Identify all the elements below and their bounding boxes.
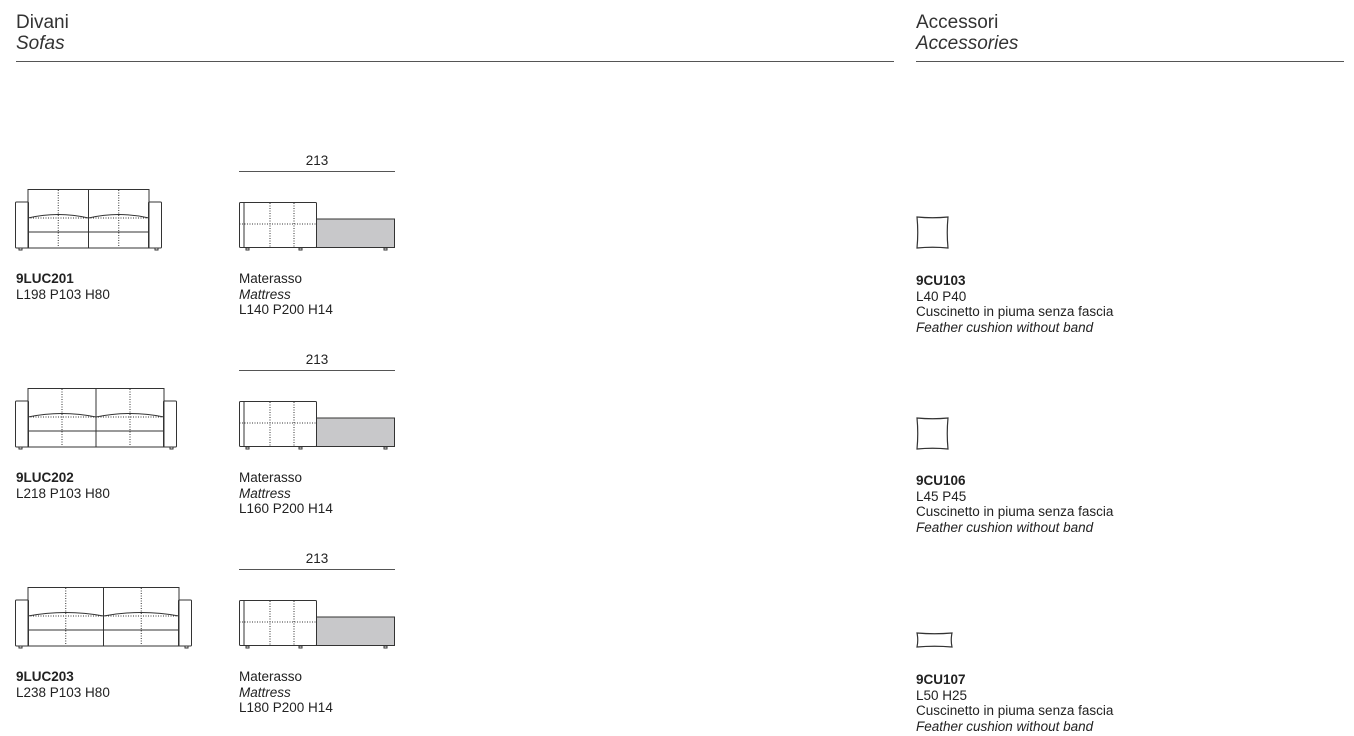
mattress-info: Materasso Mattress L180 P200 H14 bbox=[239, 669, 333, 716]
accessory-info: 9CU107 L50 H25 Cuscinetto in piuma senza f… bbox=[916, 672, 1113, 734]
mattress-label: Materasso bbox=[239, 669, 303, 684]
sofas-subtitle: Sofas bbox=[16, 33, 65, 54]
mattress-shape bbox=[316, 218, 395, 248]
accessory-code: 9CU107 bbox=[916, 672, 966, 687]
accessory-code: 9CU106 bbox=[916, 473, 966, 488]
open-length-label: 213 bbox=[305, 153, 329, 168]
accessory-desc: Cuscinetto in piuma senza fascia bbox=[916, 703, 1114, 718]
sofa-front-drawing bbox=[15, 587, 192, 649]
mattress-info: Materasso Mattress L160 P200 H14 bbox=[239, 470, 333, 517]
open-length-label: 213 bbox=[305, 352, 329, 367]
mattress-shape bbox=[316, 417, 395, 447]
accessory-dims: L40 P40 bbox=[916, 288, 967, 304]
sofa-info: 9LUC201 L198 P103 H80 bbox=[16, 271, 110, 302]
sofa-info: 9LUC203 L238 P103 H80 bbox=[16, 669, 110, 700]
accessory-desc-en: Feather cushion without band bbox=[916, 718, 1094, 734]
accessories-title: Accessori bbox=[916, 12, 999, 33]
sofas-title: Divani bbox=[16, 12, 69, 33]
accessory-code: 9CU103 bbox=[916, 273, 966, 288]
mattress-label-en: Mattress bbox=[239, 286, 291, 302]
sofa-code: 9LUC201 bbox=[16, 271, 74, 286]
accessory-desc: Cuscinetto in piuma senza fascia bbox=[916, 504, 1114, 519]
mattress-label: Materasso bbox=[239, 470, 303, 485]
cushion-drawing bbox=[916, 216, 949, 249]
accessories-divider bbox=[916, 61, 1344, 62]
sofas-header: Divani Sofas bbox=[16, 12, 69, 54]
sofa-front-drawing bbox=[15, 388, 177, 450]
open-length-label: 213 bbox=[305, 551, 329, 566]
accessory-info: 9CU103 L40 P40 Cuscinetto in piuma senza f… bbox=[916, 273, 1113, 335]
accessories-header: Accessori Accessories bbox=[916, 12, 1018, 54]
sofa-bed-side-drawing bbox=[239, 202, 395, 251]
sofa-bed-side-drawing bbox=[239, 401, 395, 450]
accessory-dims: L45 P45 bbox=[916, 488, 967, 504]
sofas-divider bbox=[16, 61, 894, 62]
mattress-dims: L180 P200 H14 bbox=[239, 700, 333, 715]
accessory-desc: Cuscinetto in piuma senza fascia bbox=[916, 304, 1114, 319]
cushion-drawing bbox=[916, 417, 949, 450]
sofa-code: 9LUC202 bbox=[16, 470, 74, 485]
accessory-info: 9CU106 L45 P45 Cuscinetto in piuma senza f… bbox=[916, 473, 1113, 535]
accessory-dims: L50 H25 bbox=[916, 687, 968, 703]
dimension-line bbox=[239, 569, 395, 570]
mattress-dims: L160 P200 H14 bbox=[239, 501, 333, 516]
mattress-label: Materasso bbox=[239, 271, 303, 286]
sofa-dims: L218 P103 H80 bbox=[16, 485, 110, 501]
sofa-front-drawing bbox=[15, 189, 162, 251]
sofa-dims: L198 P103 H80 bbox=[16, 286, 110, 302]
dimension-line bbox=[239, 370, 395, 371]
dimension-line bbox=[239, 171, 395, 172]
accessories-subtitle: Accessories bbox=[916, 33, 1019, 54]
mattress-shape bbox=[316, 616, 395, 646]
mattress-label-en: Mattress bbox=[239, 684, 291, 700]
mattress-info: Materasso Mattress L140 P200 H14 bbox=[239, 271, 333, 318]
sofa-dims: L238 P103 H80 bbox=[16, 684, 110, 700]
sofa-code: 9LUC203 bbox=[16, 669, 74, 684]
accessory-desc-en: Feather cushion without band bbox=[916, 319, 1094, 335]
sofa-bed-side-drawing bbox=[239, 600, 395, 649]
sofa-info: 9LUC202 L218 P103 H80 bbox=[16, 470, 110, 501]
cushion-drawing bbox=[916, 632, 953, 648]
mattress-label-en: Mattress bbox=[239, 485, 291, 501]
mattress-dims: L140 P200 H14 bbox=[239, 302, 333, 317]
accessory-desc-en: Feather cushion without band bbox=[916, 519, 1094, 535]
